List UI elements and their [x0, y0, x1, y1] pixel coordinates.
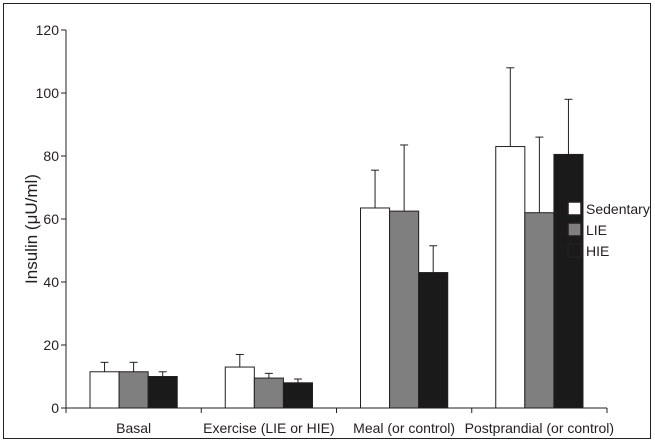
y-tick-label: 100 [36, 85, 60, 101]
y-tick-label: 20 [43, 337, 59, 353]
x-tick-label: Basal [116, 420, 151, 436]
legend-swatch [567, 222, 582, 237]
bar-sedentary [224, 366, 255, 409]
legend-swatch [567, 201, 582, 216]
legend: Sedentary LIE HIE [567, 201, 650, 259]
bar-hie [282, 382, 313, 409]
y-tick-label: 40 [43, 274, 59, 290]
bar-hie [553, 153, 584, 409]
y-axis: 0 20 40 60 80 100 120 [36, 22, 67, 416]
y-axis-title: Insulin (μU/ml) [22, 174, 41, 284]
bar-hie [147, 376, 178, 409]
y-tick-label: 80 [43, 148, 59, 164]
y-tick-label: 0 [51, 400, 59, 416]
x-tick-label: Postprandial (or control) [465, 420, 614, 436]
bar-lie [524, 212, 555, 409]
chart-frame [3, 3, 651, 439]
bar-lie [253, 377, 284, 409]
bar-sedentary [495, 146, 526, 409]
bar-lie [389, 210, 420, 409]
legend-label: Sedentary [586, 201, 650, 217]
legend-label: HIE [586, 243, 609, 259]
x-axis: Basal Exercise (LIE or HIE) Meal (or contr… [65, 407, 614, 436]
x-tick-label: Exercise (LIE or HIE) [203, 420, 334, 436]
y-tick-label: 120 [36, 22, 60, 38]
bar-sedentary [360, 207, 391, 409]
bar-group [89, 67, 584, 409]
bar-sedentary [89, 371, 120, 409]
legend-swatch [567, 243, 582, 258]
bar-hie [418, 272, 449, 409]
y-tick-label: 60 [43, 211, 59, 227]
bar-lie [118, 371, 149, 409]
x-tick-label: Meal (or control) [353, 420, 455, 436]
legend-label: LIE [586, 222, 607, 238]
